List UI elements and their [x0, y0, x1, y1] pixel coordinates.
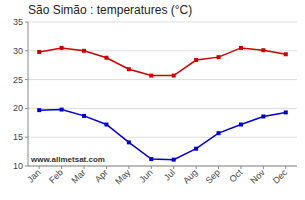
point-marker — [217, 55, 221, 59]
point-marker — [104, 56, 108, 60]
chart-title: São Simão : temperatures (°C) — [28, 3, 192, 17]
y-tick-label: 25 — [13, 75, 23, 85]
x-tick-label: Sep — [204, 167, 222, 185]
point-marker — [60, 46, 64, 50]
x-tick-label: Mar — [69, 167, 87, 185]
point-marker — [261, 114, 265, 118]
x-tick-label: Dec — [271, 167, 290, 186]
watermark: www.allmetsat.com — [30, 155, 105, 164]
point-marker — [149, 74, 153, 78]
x-tick — [285, 166, 286, 169]
grid-line — [28, 108, 297, 109]
point-marker — [217, 131, 221, 135]
point-marker — [239, 46, 243, 50]
chart-container: 10 15 20 25 30 35 Jan FebMar AprMay Jun Jul Aug Sep O… — [0, 0, 305, 200]
y-axis — [28, 22, 29, 166]
x-tick-label: Apr — [93, 167, 110, 184]
point-marker — [127, 140, 131, 144]
x-tick-label: Jan — [25, 167, 42, 184]
x-tick — [218, 166, 219, 169]
x-tick — [61, 166, 62, 169]
x-tick — [196, 166, 197, 169]
point-marker — [82, 49, 86, 53]
series-line — [39, 48, 286, 76]
point-marker — [37, 108, 41, 112]
point-marker — [82, 114, 86, 118]
chart-svg: 10 15 20 25 30 35 Jan FebMar AprMay Jun Jul Aug Sep O… — [0, 0, 305, 200]
point-marker — [149, 157, 153, 161]
x-tick-label: Nov — [248, 167, 267, 186]
point-marker — [37, 50, 41, 54]
y-tick-label: 15 — [13, 132, 23, 142]
point-marker — [239, 123, 243, 127]
point-marker — [284, 110, 288, 114]
point-marker — [172, 74, 176, 78]
x-tick — [128, 166, 129, 169]
point-marker — [194, 147, 198, 151]
x-tick — [240, 166, 241, 169]
x-tick-label: Jul — [162, 167, 177, 182]
point-marker — [261, 48, 265, 52]
y-tick-label: 20 — [13, 103, 23, 113]
plot-area — [37, 46, 288, 162]
x-tick-label: Jun — [137, 167, 154, 184]
grid-line — [28, 137, 297, 138]
y-tick-label: 30 — [13, 46, 23, 56]
x-tick — [173, 166, 174, 169]
grid-line — [28, 166, 297, 167]
x-tick — [106, 166, 107, 169]
x-tick-label: Oct — [227, 167, 244, 184]
x-tick — [39, 166, 40, 169]
grid-line — [28, 79, 297, 80]
x-tick-label: Aug — [181, 167, 199, 185]
series-line — [39, 110, 286, 160]
x-tick — [263, 166, 264, 169]
x-axis — [28, 166, 297, 167]
point-marker — [172, 158, 176, 162]
point-marker — [194, 58, 198, 62]
x-tick — [151, 166, 152, 169]
grid-line — [28, 22, 297, 23]
y-tick-label: 35 — [13, 17, 23, 27]
y-tick-label: 10 — [13, 161, 23, 171]
point-marker — [60, 108, 64, 112]
x-tick-label: Feb — [47, 167, 65, 185]
x-tick-label: May — [113, 167, 132, 186]
point-marker — [104, 123, 108, 127]
grid-line — [28, 50, 297, 51]
x-tick — [84, 166, 85, 169]
point-marker — [284, 52, 288, 56]
point-marker — [127, 67, 131, 71]
